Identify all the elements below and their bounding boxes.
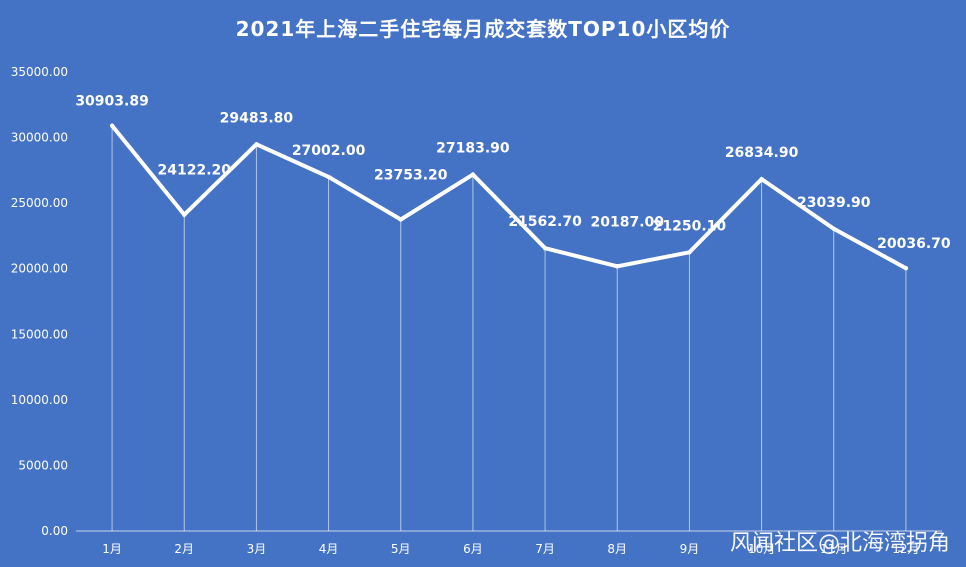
x-tick-label: 8月 [607, 542, 627, 556]
x-tick-label: 9月 [680, 542, 700, 556]
data-label: 27002.00 [292, 143, 366, 159]
y-tick-label: 5000.00 [18, 458, 68, 472]
y-tick-label: 0.00 [41, 524, 68, 538]
y-axis: 0.00 5000.00 10000.00 15000.00 20000.00 25000… [11, 65, 68, 538]
data-point [182, 212, 187, 217]
data-point [109, 123, 115, 128]
x-tick-label: 3月 [247, 542, 267, 556]
drop-lines [111, 125, 907, 531]
y-tick-label: 15000.00 [11, 327, 68, 341]
chart-title: 2021年上海二手住宅每月成交套数TOP10小区均价 [236, 17, 731, 41]
data-label: 21562.70 [508, 214, 582, 230]
y-tick-label: 35000.00 [11, 65, 68, 79]
data-point [398, 217, 403, 222]
data-point [615, 264, 620, 269]
data-labels: 30903.89 24122.20 29483.80 27002.00 23753.20… [75, 94, 951, 253]
data-point [254, 142, 259, 147]
series-line [110, 123, 908, 271]
data-point [326, 174, 331, 180]
y-tick-label: 25000.00 [11, 196, 68, 210]
data-label: 26834.90 [725, 145, 799, 161]
data-label: 27183.90 [436, 141, 510, 157]
x-tick-label: 11月 [820, 542, 847, 556]
data-point [470, 172, 476, 177]
data-point [542, 246, 548, 251]
x-tick-label: 10月 [748, 542, 775, 556]
x-tick-label: 5月 [391, 542, 411, 556]
x-tick-label: 7月 [535, 542, 555, 556]
data-label: 21250.10 [653, 218, 727, 234]
data-point [903, 266, 909, 271]
data-point [759, 176, 764, 182]
data-point [687, 250, 692, 255]
x-tick-label: 1月 [102, 542, 122, 556]
y-tick-label: 10000.00 [11, 393, 68, 407]
data-label: 20187.00 [590, 214, 664, 230]
data-label: 23753.20 [374, 167, 448, 183]
x-tick-label: 6月 [463, 542, 483, 556]
series-layer [109, 123, 909, 271]
y-tick-label: 20000.00 [11, 262, 68, 276]
watermark-text: 风闻社区@北海湾拐角 [730, 531, 950, 556]
data-label: 20036.70 [877, 236, 951, 252]
y-tick-label: 30000.00 [11, 131, 68, 145]
x-tick-label: 4月 [319, 542, 339, 556]
data-label: 24122.20 [157, 163, 231, 179]
x-axis: 1月 2月 3月 4月 5月 6月 7月 8月 9月 10月 11月 12月 [76, 530, 942, 556]
data-label: 30903.89 [75, 94, 149, 110]
x-tick-label: 12月 [892, 542, 919, 556]
data-label: 23039.90 [797, 195, 871, 211]
data-label: 29483.80 [220, 110, 294, 126]
x-tick-label: 2月 [174, 542, 194, 556]
data-point [831, 226, 836, 232]
